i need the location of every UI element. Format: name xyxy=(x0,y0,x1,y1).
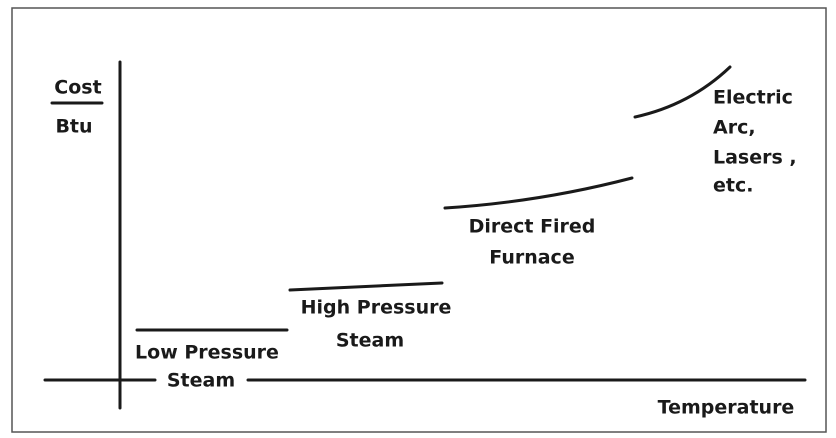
segment-label: Furnace xyxy=(489,247,574,269)
y-label-denominator: Btu xyxy=(55,116,92,138)
segment-label: Direct Fired xyxy=(469,216,596,238)
segment-line xyxy=(633,65,732,119)
segment-label: Low Pressure xyxy=(135,342,279,364)
segment-label: High Pressure xyxy=(301,297,452,319)
segment-line xyxy=(443,176,634,210)
segment-label: Arc, xyxy=(713,117,756,139)
segment-line xyxy=(288,281,444,292)
segment-label: etc. xyxy=(713,175,753,197)
segment-label: Steam xyxy=(167,370,235,392)
frame xyxy=(11,7,827,433)
y-label-numerator: Cost xyxy=(54,77,101,99)
segment-label: Lasers , xyxy=(713,147,797,169)
x-label: Temperature xyxy=(658,397,795,419)
segment-label: Electric xyxy=(713,87,793,109)
segment-label: Steam xyxy=(336,330,404,352)
